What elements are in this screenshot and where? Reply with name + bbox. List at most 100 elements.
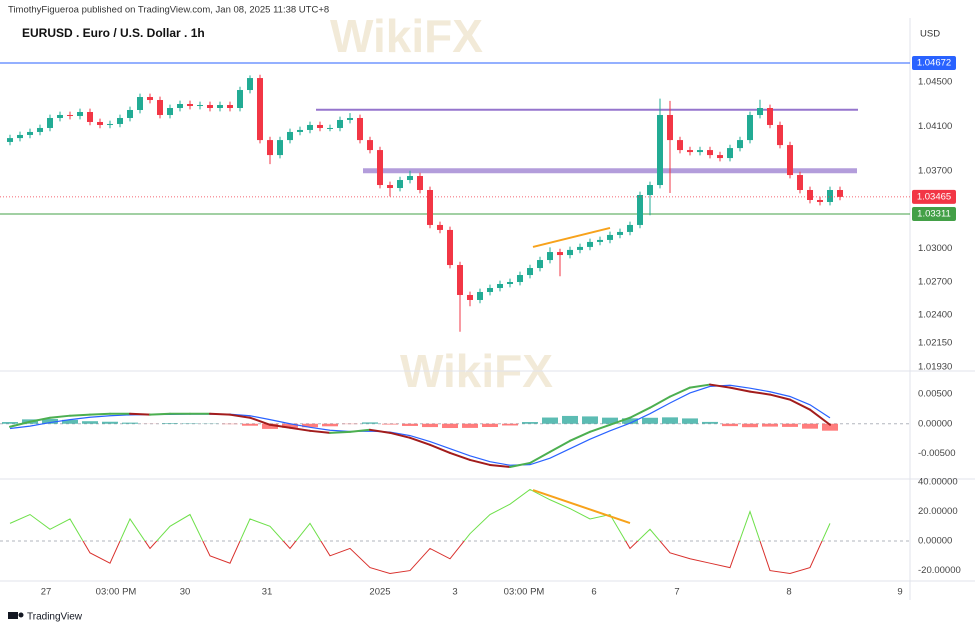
x-tick-label: 03:00 PM [504, 587, 545, 598]
candle-body [197, 105, 203, 107]
candle-body [317, 124, 323, 128]
macd-segment [769, 393, 791, 401]
x-tick-label: 7 [674, 587, 679, 598]
y-tick-label: 1.03000 [918, 243, 952, 254]
histogram-bar [242, 423, 258, 426]
candle-body [657, 114, 663, 186]
macd-segment [369, 428, 391, 434]
macd-segment [589, 423, 611, 433]
candle-body [737, 140, 743, 149]
candle-body [537, 260, 543, 269]
histogram-bar [422, 423, 438, 428]
price-label-box [912, 55, 956, 70]
macd-segment [29, 416, 51, 423]
candle-body [57, 114, 63, 118]
macd-segment [289, 426, 311, 432]
candle-body [437, 224, 443, 230]
histogram-bar [622, 418, 638, 424]
y-tick-label: 1.01930 [918, 362, 952, 373]
macd-segment [249, 416, 271, 426]
x-tick-label: 31 [262, 587, 273, 598]
candle-body [357, 117, 363, 141]
histogram-bar [2, 422, 18, 424]
y-tick-label: 1.02400 [918, 310, 952, 321]
histogram-bar [762, 423, 778, 427]
candle-body [777, 124, 783, 146]
candle-body [717, 155, 723, 159]
candle-body [237, 90, 243, 108]
candle-body [367, 140, 373, 151]
oscillator-line-negative [82, 541, 823, 575]
candle-body [297, 129, 303, 132]
macd-segment [469, 458, 491, 466]
macd-segment [789, 398, 811, 411]
histogram-bar [282, 423, 298, 428]
candle-body [107, 123, 113, 125]
histogram-bar [602, 417, 618, 424]
candle-body [667, 114, 673, 141]
footer-logo [8, 612, 24, 619]
histogram-bar [322, 423, 338, 427]
macd-segment [569, 430, 591, 442]
x-tick-label: 27 [41, 587, 52, 598]
histogram-bar [682, 418, 698, 424]
macd-segment [609, 416, 631, 426]
x-tick-label: 6 [591, 587, 596, 598]
y-tick-label: 1.03700 [918, 165, 952, 176]
candle-body [227, 105, 233, 108]
candle-body [37, 127, 43, 132]
candle-body [267, 140, 273, 156]
macd-segment [809, 408, 831, 426]
candle-body [587, 241, 593, 247]
y-tick-label: 0.00500 [918, 389, 952, 400]
macd-segment [129, 412, 151, 416]
candle-body [157, 100, 163, 115]
macd-segment [389, 431, 411, 439]
histogram-bar [742, 423, 758, 428]
histogram-bar [162, 423, 178, 424]
currency: USD [920, 29, 940, 40]
candle-body [827, 190, 833, 202]
macd-segment [449, 451, 471, 461]
candle-body [277, 140, 283, 156]
candle-body [67, 114, 73, 116]
y-tick-label: -20.00000 [918, 565, 961, 576]
y-tick-label: 0.00000 [918, 418, 952, 429]
macd-segment [89, 412, 111, 416]
histogram-bar [482, 423, 498, 428]
histogram-bar [462, 423, 478, 428]
macd-segment [669, 386, 691, 398]
candle-body [807, 190, 813, 200]
price-label: 1.03311 [917, 208, 951, 219]
candle-body [757, 107, 763, 115]
candle-body [577, 246, 583, 250]
macd-segment [489, 463, 511, 468]
candle-body [447, 229, 453, 266]
trendline [532, 226, 611, 248]
macd-segment [329, 430, 351, 434]
macd-segment [429, 443, 451, 454]
x-tick-label: 30 [180, 587, 191, 598]
histogram-bar [802, 423, 818, 429]
y-tick-label: 0.00000 [918, 536, 952, 547]
y-tick-label: 1.04500 [918, 77, 952, 88]
header: TimothyFigueroa published on TradingView… [8, 5, 329, 16]
histogram-bar [102, 421, 118, 424]
candle-body [307, 124, 313, 130]
histogram-bar [782, 423, 798, 427]
candle-body [417, 176, 423, 191]
candle-body [327, 127, 333, 129]
macd-segment [689, 383, 711, 389]
macd-segment [149, 412, 171, 416]
candle-body [17, 134, 23, 139]
macd-segment [649, 395, 671, 409]
x-tick-label: 2025 [369, 587, 390, 598]
histogram-bar [122, 422, 138, 424]
candle-body [767, 107, 773, 125]
candle-body [627, 224, 633, 232]
candle-body [257, 78, 263, 141]
candle-body [787, 145, 793, 176]
histogram-bar [262, 423, 278, 429]
